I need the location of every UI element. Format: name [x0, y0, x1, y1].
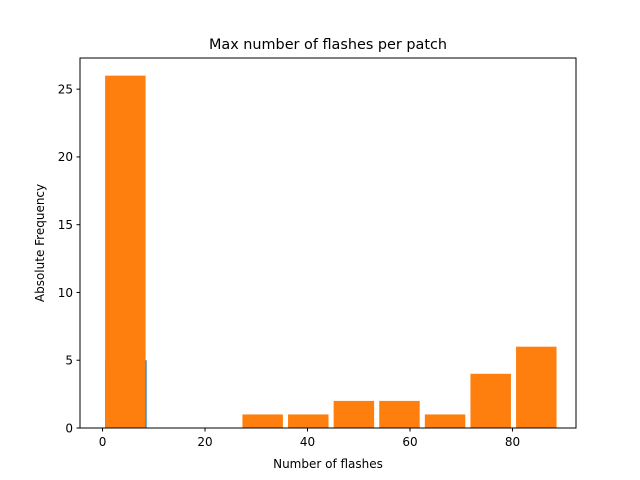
bar-series-2-6 — [424, 414, 466, 428]
bar-series-2-1 — [105, 75, 146, 429]
bar-series-2-4 — [333, 400, 375, 428]
y-tick-label: 0 — [65, 421, 73, 435]
x-axis-ticks: 0 20 40 60 80 — [99, 428, 520, 449]
x-tick-label: 0 — [99, 435, 107, 449]
y-tick-label: 15 — [58, 218, 73, 232]
bar-series-2-3 — [288, 414, 329, 428]
y-tick-label: 5 — [65, 354, 73, 368]
y-tick-label: 10 — [58, 286, 73, 300]
x-axis-label: Number of flashes — [273, 457, 383, 471]
bar-series-2-2 — [242, 414, 283, 428]
x-tick-label: 60 — [402, 435, 417, 449]
y-axis-label: Absolute Frequency — [33, 184, 47, 302]
y-axis-ticks: 0 5 10 15 20 25 — [58, 82, 80, 435]
plot-frame — [79, 57, 577, 429]
x-tick-label: 20 — [197, 435, 212, 449]
bar-series-2-8 — [516, 346, 557, 428]
bar-series-2-5 — [379, 400, 420, 428]
bar-series-2-7 — [470, 373, 511, 428]
y-tick-label: 20 — [58, 150, 73, 164]
x-tick-label: 40 — [300, 435, 315, 449]
x-tick-label: 80 — [505, 435, 520, 449]
bars-group — [105, 75, 557, 429]
y-tick-label: 25 — [58, 82, 73, 96]
chart-title: Max number of flashes per patch — [209, 37, 447, 53]
